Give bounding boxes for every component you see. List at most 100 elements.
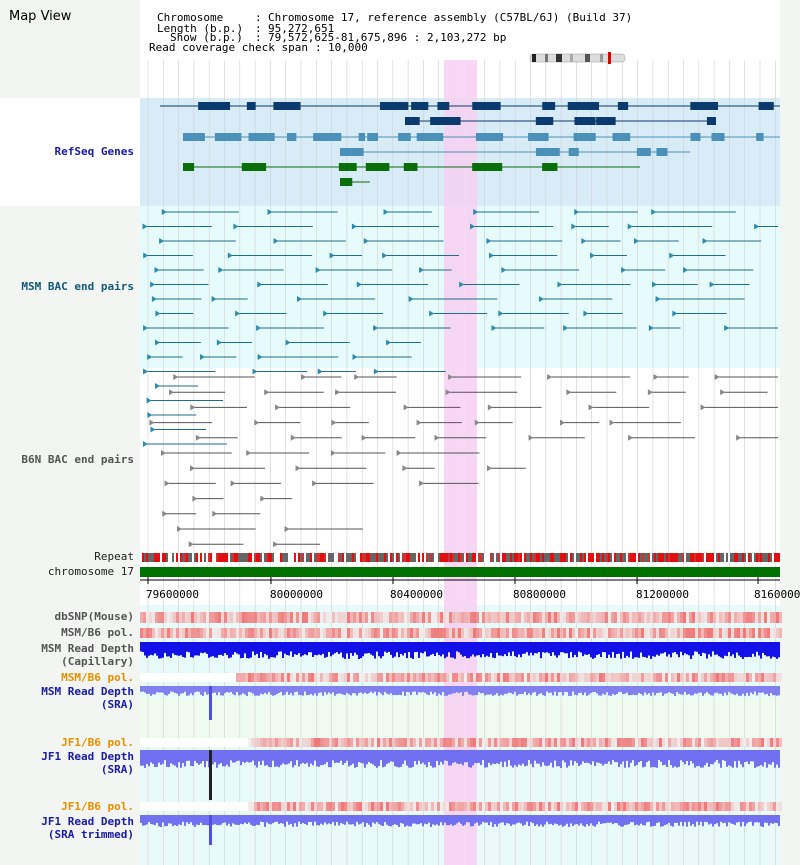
repeat-element xyxy=(678,553,680,562)
depth-bar xyxy=(660,815,662,827)
depth-bar xyxy=(212,750,214,765)
depth-bar xyxy=(270,815,272,825)
heat-cell xyxy=(683,612,686,623)
depth-bar xyxy=(432,750,434,768)
depth-bar xyxy=(588,750,590,764)
track-label-refseq[interactable]: RefSeq Genes xyxy=(54,145,134,158)
heat-cell xyxy=(479,738,482,747)
depth-bar xyxy=(452,686,454,694)
heat-cell xyxy=(155,628,158,638)
heat-cell xyxy=(236,802,239,811)
repeat-element xyxy=(550,553,552,562)
track-label-msm-bac[interactable]: MSM BAC end pairs xyxy=(21,280,134,293)
heat-cell xyxy=(611,612,614,623)
depth-bar xyxy=(476,750,478,764)
depth-bar xyxy=(736,642,738,653)
depth-bar xyxy=(166,815,168,827)
depth-bar xyxy=(384,750,386,767)
depth-bar xyxy=(724,642,726,656)
depth-bar xyxy=(140,815,142,823)
heat-cell xyxy=(161,612,164,623)
depth-bar xyxy=(678,750,680,767)
track-label-msm-b6-pol[interactable]: MSM/B6 pol. xyxy=(61,626,134,639)
track-label-jf1-depth-trim[interactable]: JF1 Read Depth xyxy=(41,815,134,828)
depth-bar xyxy=(772,750,774,762)
depth-bar xyxy=(234,642,236,653)
depth-bar xyxy=(616,815,618,824)
gene-exon xyxy=(340,178,353,186)
heat-cell xyxy=(377,802,380,811)
depth-bar xyxy=(722,642,724,659)
heat-cell xyxy=(290,628,293,638)
track-label-msm-depth-cap[interactable]: MSM Read Depth xyxy=(41,642,134,655)
heat-cell xyxy=(680,802,683,811)
depth-bar xyxy=(428,750,430,763)
depth-bar xyxy=(150,750,152,763)
track-label-chromosome[interactable]: chromosome 17 xyxy=(47,565,134,578)
depth-bar xyxy=(482,815,484,822)
track-label-repeat[interactable]: Repeat xyxy=(94,550,134,563)
gene-exon xyxy=(756,133,764,141)
heat-cell xyxy=(413,612,416,623)
depth-bar xyxy=(398,750,400,768)
depth-bar xyxy=(506,815,508,824)
track-label-dbsnp[interactable]: dbSNP(Mouse) xyxy=(54,610,134,623)
heat-cell xyxy=(461,802,464,811)
repeat-element xyxy=(530,553,532,562)
repeat-element xyxy=(500,553,502,562)
depth-bar xyxy=(272,750,274,761)
heat-cell xyxy=(584,673,587,682)
track-label-msm-b6-pol-sra[interactable]: MSM/B6 pol. xyxy=(61,671,134,684)
depth-bar xyxy=(342,815,344,824)
heat-cell xyxy=(299,802,302,811)
heat-cell xyxy=(386,802,389,811)
depth-bar xyxy=(634,815,636,826)
heat-cell xyxy=(155,738,158,747)
depth-bar xyxy=(392,815,394,826)
track-label-msm-depth-sra[interactable]: MSM Read Depth xyxy=(41,685,134,698)
repeat-element xyxy=(166,553,168,562)
heat-cell xyxy=(734,673,737,682)
depth-bar xyxy=(642,642,644,657)
depth-bar xyxy=(712,750,714,765)
depth-bar xyxy=(484,815,486,823)
heat-cell xyxy=(425,612,428,623)
depth-bar xyxy=(728,750,730,766)
repeat-element xyxy=(506,553,508,562)
heat-cell xyxy=(176,802,179,811)
depth-bar xyxy=(484,750,486,768)
depth-bar xyxy=(302,686,304,696)
heat-cell xyxy=(293,738,296,747)
heat-cell xyxy=(677,802,680,811)
gene-exon xyxy=(379,102,409,110)
heat-cell xyxy=(593,673,596,682)
repeat-element xyxy=(350,553,352,562)
heat-cell xyxy=(587,628,590,638)
heat-cell xyxy=(755,673,758,682)
depth-bar xyxy=(740,686,742,696)
heat-cell xyxy=(332,673,335,682)
track-label-b6n-bac[interactable]: B6N BAC end pairs xyxy=(21,453,134,466)
heat-cell xyxy=(383,738,386,747)
repeat-element xyxy=(532,553,534,562)
depth-bar xyxy=(632,642,634,659)
depth-bar xyxy=(580,815,582,824)
heat-cell xyxy=(272,738,275,747)
depth-bar xyxy=(238,750,240,761)
heat-cell xyxy=(482,673,485,682)
heat-cell xyxy=(260,673,263,682)
depth-bar xyxy=(670,642,672,658)
heat-cell xyxy=(440,673,443,682)
track-label-jf1-b6-pol-trim[interactable]: JF1/B6 pol. xyxy=(61,800,134,813)
repeat-element xyxy=(502,553,504,562)
heat-cell xyxy=(500,628,503,638)
track-label-jf1-depth-sra[interactable]: JF1 Read Depth xyxy=(41,750,134,763)
bac-end xyxy=(315,267,321,273)
track-label-jf1-b6-pol[interactable]: JF1/B6 pol. xyxy=(61,736,134,749)
depth-bar xyxy=(206,750,208,762)
bac-end xyxy=(489,252,495,259)
heat-cell xyxy=(194,738,197,747)
heat-cell xyxy=(608,802,611,811)
heat-cell xyxy=(404,612,407,623)
